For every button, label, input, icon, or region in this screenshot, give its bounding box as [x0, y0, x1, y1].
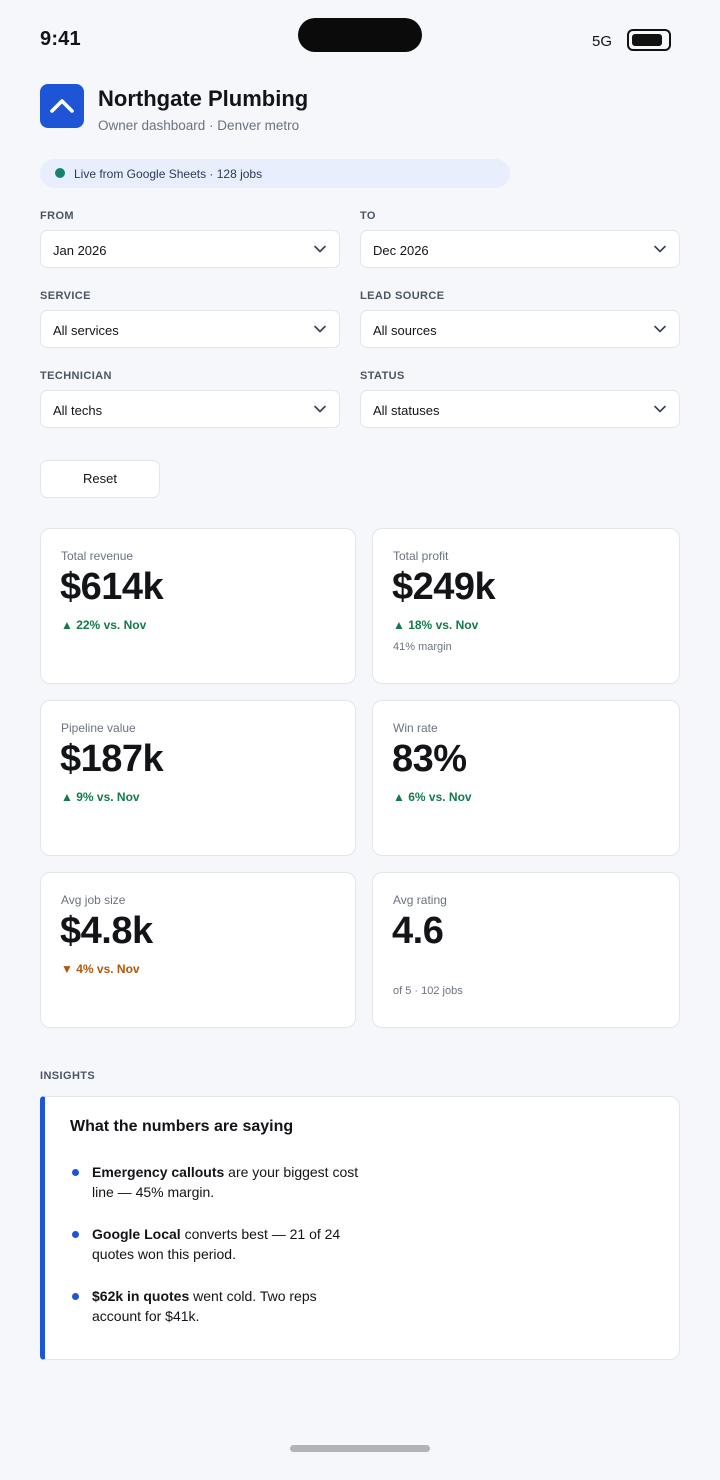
kpi-card-pipeline[interactable]: Pipeline value $187k ▲ 9% vs. Nov — [40, 700, 356, 856]
kpi-label: Total revenue — [61, 549, 134, 563]
kpi-delta: ▲ 9% vs. Nov — [61, 790, 140, 804]
status-bar: 9:41 5G — [0, 0, 720, 80]
kpi-card-profit[interactable]: Total profit $249k ▲ 18% vs. Nov 41% mar… — [372, 528, 680, 684]
insight-item: $62k in quotes went cold. Two reps accou… — [70, 1286, 350, 1330]
from-label: FROM — [40, 210, 74, 222]
kpi-value: 4.6 — [392, 910, 444, 952]
app-logo-icon — [40, 84, 84, 128]
service-select[interactable]: All services — [40, 310, 340, 348]
status-time: 9:41 — [40, 28, 81, 50]
kpi-card-revenue[interactable]: Total revenue $614k ▲ 22% vs. Nov — [40, 528, 356, 684]
service-value: All services — [53, 323, 119, 338]
kpi-card-win-rate[interactable]: Win rate 83% ▲ 6% vs. Nov — [372, 700, 680, 856]
service-label: SERVICE — [40, 290, 91, 302]
kpi-value: $249k — [392, 566, 496, 608]
kpi-card-avg-job-size[interactable]: Avg job size $4.8k ▼ 4% vs. Nov — [40, 872, 356, 1028]
network-indicator: 5G — [592, 33, 613, 50]
kpi-value: $187k — [60, 738, 164, 780]
home-indicator[interactable] — [290, 1445, 430, 1452]
bullet-icon — [72, 1293, 79, 1300]
kpi-delta: ▲ 18% vs. Nov — [393, 618, 479, 632]
kpi-note: of 5 · 102 jobs — [393, 985, 463, 997]
kpi-note: 41% margin — [393, 641, 452, 653]
kpi-label: Total profit — [393, 549, 449, 563]
kpi-label: Win rate — [393, 721, 438, 735]
technician-select[interactable]: All techs — [40, 390, 340, 428]
kpi-delta: ▼ 4% vs. Nov — [61, 962, 140, 976]
to-select[interactable]: Dec 2026 — [360, 230, 680, 268]
kpi-card-avg-rating[interactable]: Avg rating 4.6 of 5 · 102 jobs — [372, 872, 680, 1028]
bullet-icon — [72, 1231, 79, 1238]
lead-source-select[interactable]: All sources — [360, 310, 680, 348]
kpi-delta: ▲ 6% vs. Nov — [393, 790, 472, 804]
technician-label: TECHNICIAN — [40, 370, 112, 382]
dynamic-island — [298, 18, 422, 52]
chevron-down-icon — [654, 245, 666, 253]
insight-highlight: Emergency callouts — [92, 1164, 225, 1180]
battery-icon — [627, 29, 671, 51]
bullet-icon — [72, 1169, 79, 1176]
kpi-value: $4.8k — [60, 910, 153, 952]
kpi-value: $614k — [60, 566, 164, 608]
chevron-down-icon — [654, 325, 666, 333]
lead-source-label: LEAD SOURCE — [360, 290, 445, 302]
kpi-label: Avg job size — [61, 893, 126, 907]
lead-source-value: All sources — [373, 323, 437, 338]
insight-highlight: $62k in quotes — [92, 1288, 190, 1304]
reset-button[interactable]: Reset — [40, 460, 160, 498]
technician-value: All techs — [53, 403, 103, 418]
chevron-down-icon — [654, 405, 666, 413]
insight-text: are your biggest cost line — 45% margin. — [92, 1164, 359, 1200]
chevron-down-icon — [314, 325, 326, 333]
insights-card: What the numbers are saying Emergency ca… — [40, 1096, 680, 1360]
status-value: All statuses — [373, 403, 440, 418]
to-value: Dec 2026 — [373, 243, 429, 258]
insight-item: Google Local converts best — 21 of 24 qu… — [70, 1224, 350, 1268]
app-header: Northgate Plumbing Owner dashboard · Den… — [40, 84, 680, 144]
insight-text: converts best — 21 of 24 quotes won this… — [92, 1226, 341, 1262]
insights-section-label: INSIGHTS — [40, 1070, 96, 1082]
status-select[interactable]: All statuses — [360, 390, 680, 428]
kpi-value: 83% — [392, 738, 467, 780]
insight-item: Emergency callouts are your biggest cost… — [70, 1162, 358, 1206]
chevron-down-icon — [314, 405, 326, 413]
live-status-dot-icon — [55, 168, 65, 178]
from-value: Jan 2026 — [53, 243, 107, 258]
to-label: TO — [360, 210, 376, 222]
from-select[interactable]: Jan 2026 — [40, 230, 340, 268]
live-data-text: Live from Google Sheets · 128 jobs — [74, 167, 263, 181]
kpi-label: Pipeline value — [61, 721, 136, 735]
kpi-label: Avg rating — [393, 893, 447, 907]
app-title: Northgate Plumbing — [98, 86, 309, 111]
insight-highlight: Google Local — [92, 1226, 181, 1242]
app-subtitle: Owner dashboard · Denver metro — [98, 118, 300, 133]
insight-text: went cold. Two reps account for $41k. — [92, 1288, 317, 1324]
kpi-delta: ▲ 22% vs. Nov — [61, 618, 147, 632]
status-label: STATUS — [360, 370, 405, 382]
live-data-banner: Live from Google Sheets · 128 jobs — [40, 159, 510, 188]
insights-title: What the numbers are saying — [70, 1118, 294, 1135]
chevron-down-icon — [314, 245, 326, 253]
